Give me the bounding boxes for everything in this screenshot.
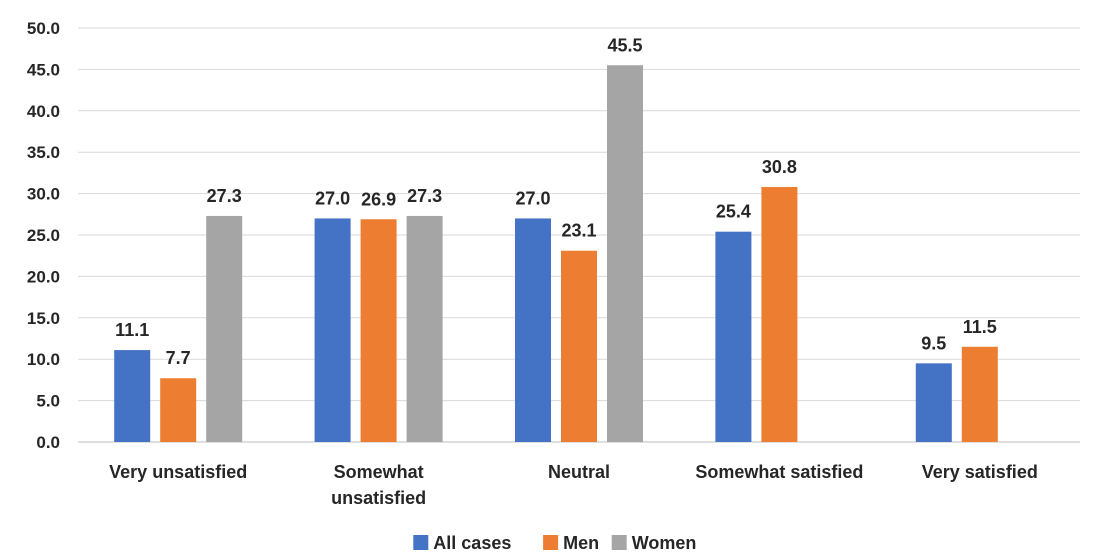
legend-swatch (543, 535, 559, 550)
bar-men (160, 378, 197, 442)
x-category-line: unsatisfied (331, 488, 426, 508)
bar-women (607, 65, 643, 442)
x-category-label: Neutral (548, 462, 610, 482)
bar-men (561, 250, 597, 442)
x-category-label: Somewhat unsatisfied (331, 462, 426, 508)
legend-label: All cases (433, 533, 511, 553)
bars (114, 65, 998, 442)
x-category-label: Somewhat satisfied (695, 462, 863, 482)
x-category-label: Very satisfied (922, 462, 1038, 482)
legend-swatch (413, 535, 429, 550)
data-label: 11.5 (963, 317, 997, 337)
y-tick-label: 20.0 (27, 267, 60, 286)
bar-all-cases (515, 218, 551, 442)
y-tick-label: 40.0 (27, 102, 60, 121)
x-category-line: Somewhat (334, 462, 424, 482)
data-label: 11.1 (115, 320, 149, 340)
bar-women (406, 215, 443, 442)
bar-all-cases (715, 231, 752, 442)
legend-label: Women (632, 533, 697, 553)
y-tick-label: 5.0 (36, 392, 60, 411)
y-tick-label: 0.0 (36, 433, 60, 452)
x-category-line: Neutral (548, 462, 610, 482)
x-axis-categories: Very unsatisfied Somewhat unsatisfied Neutr… (109, 462, 1038, 508)
data-labels: 11.1 7.7 27.3 27.0 26.9 27.3 27.0 23.1 45.5 25.4 3… (115, 35, 997, 368)
y-tick-label: 15.0 (27, 309, 60, 328)
data-label: 45.5 (607, 35, 642, 55)
data-label: 26.9 (361, 189, 396, 209)
x-category-label: Very unsatisfied (109, 462, 247, 482)
x-category-line: Somewhat satisfied (695, 462, 863, 482)
legend-swatch (611, 535, 627, 550)
bar-all-cases (915, 363, 952, 442)
data-label: 27.3 (407, 186, 442, 206)
data-label: 27.3 (207, 186, 242, 206)
bar-women (206, 215, 243, 442)
legend: All cases Men Women (413, 533, 696, 553)
data-label: 25.4 (716, 202, 751, 222)
data-label: 27.0 (315, 188, 350, 208)
y-tick-label: 35.0 (27, 143, 60, 162)
x-category-line: Very unsatisfied (109, 462, 247, 482)
y-tick-label: 50.0 (27, 19, 60, 38)
y-axis-ticks: 0.0 5.0 10.0 15.0 20.0 25.0 30.0 35.0 40.0 45.0 50… (27, 19, 60, 452)
x-category-line: Very satisfied (922, 462, 1038, 482)
data-label: 9.5 (921, 333, 946, 353)
y-tick-label: 25.0 (27, 226, 60, 245)
data-label: 30.8 (762, 157, 797, 177)
bar-men (961, 346, 998, 442)
bar-men (360, 219, 397, 442)
bar-all-cases (314, 218, 351, 442)
bar-all-cases (114, 350, 151, 442)
y-tick-label: 30.0 (27, 185, 60, 204)
bar-men (761, 186, 798, 442)
y-tick-label: 10.0 (27, 350, 60, 369)
data-label: 7.7 (166, 348, 191, 368)
data-label: 27.0 (515, 188, 550, 208)
y-tick-label: 45.0 (27, 60, 60, 79)
data-label: 23.1 (561, 221, 596, 241)
legend-label: Men (563, 533, 599, 553)
